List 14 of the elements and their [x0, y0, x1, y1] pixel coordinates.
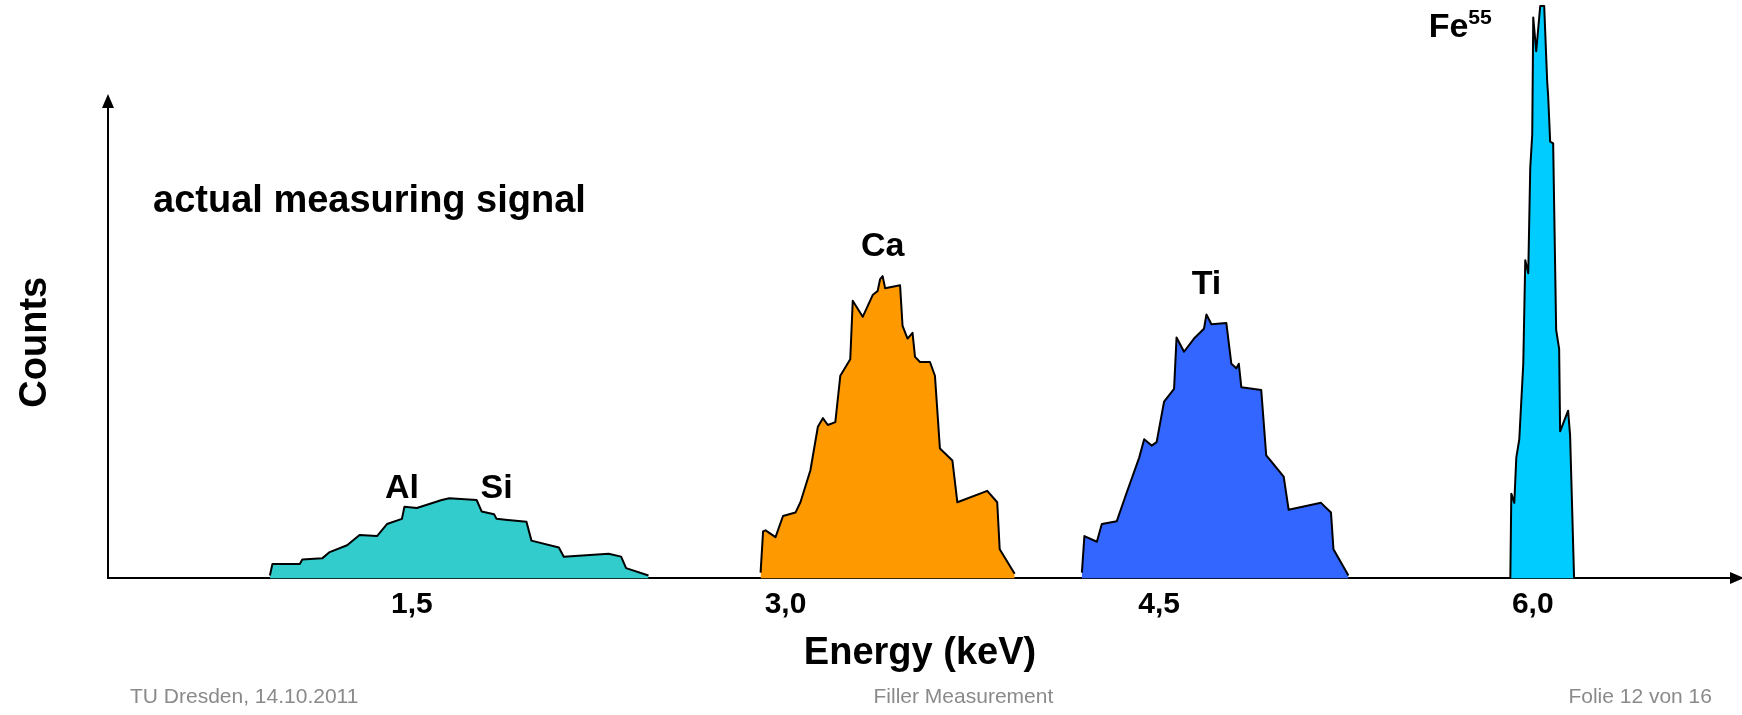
- text: TU Dresden, 14.10.2011: [130, 684, 359, 708]
- text: actual measuring signal: [153, 178, 586, 221]
- annotation: Ti: [1191, 262, 1222, 301]
- y-axis-title: Counts: [12, 276, 55, 408]
- x-tick-label: 1,5: [391, 585, 433, 619]
- x-tick-label: 3,0: [764, 585, 807, 619]
- annotation: Al: [384, 467, 419, 506]
- text: Filler Measurement: [873, 684, 1054, 708]
- text: Folie 12 von 16: [1568, 684, 1712, 708]
- annotation: Ca: [860, 224, 906, 263]
- x-tick-label: 6,0: [1511, 585, 1554, 619]
- x-tick-label: 4,5: [1138, 585, 1180, 619]
- annotation: Si: [480, 467, 513, 506]
- x-axis-title: Energy (keV): [803, 629, 1037, 672]
